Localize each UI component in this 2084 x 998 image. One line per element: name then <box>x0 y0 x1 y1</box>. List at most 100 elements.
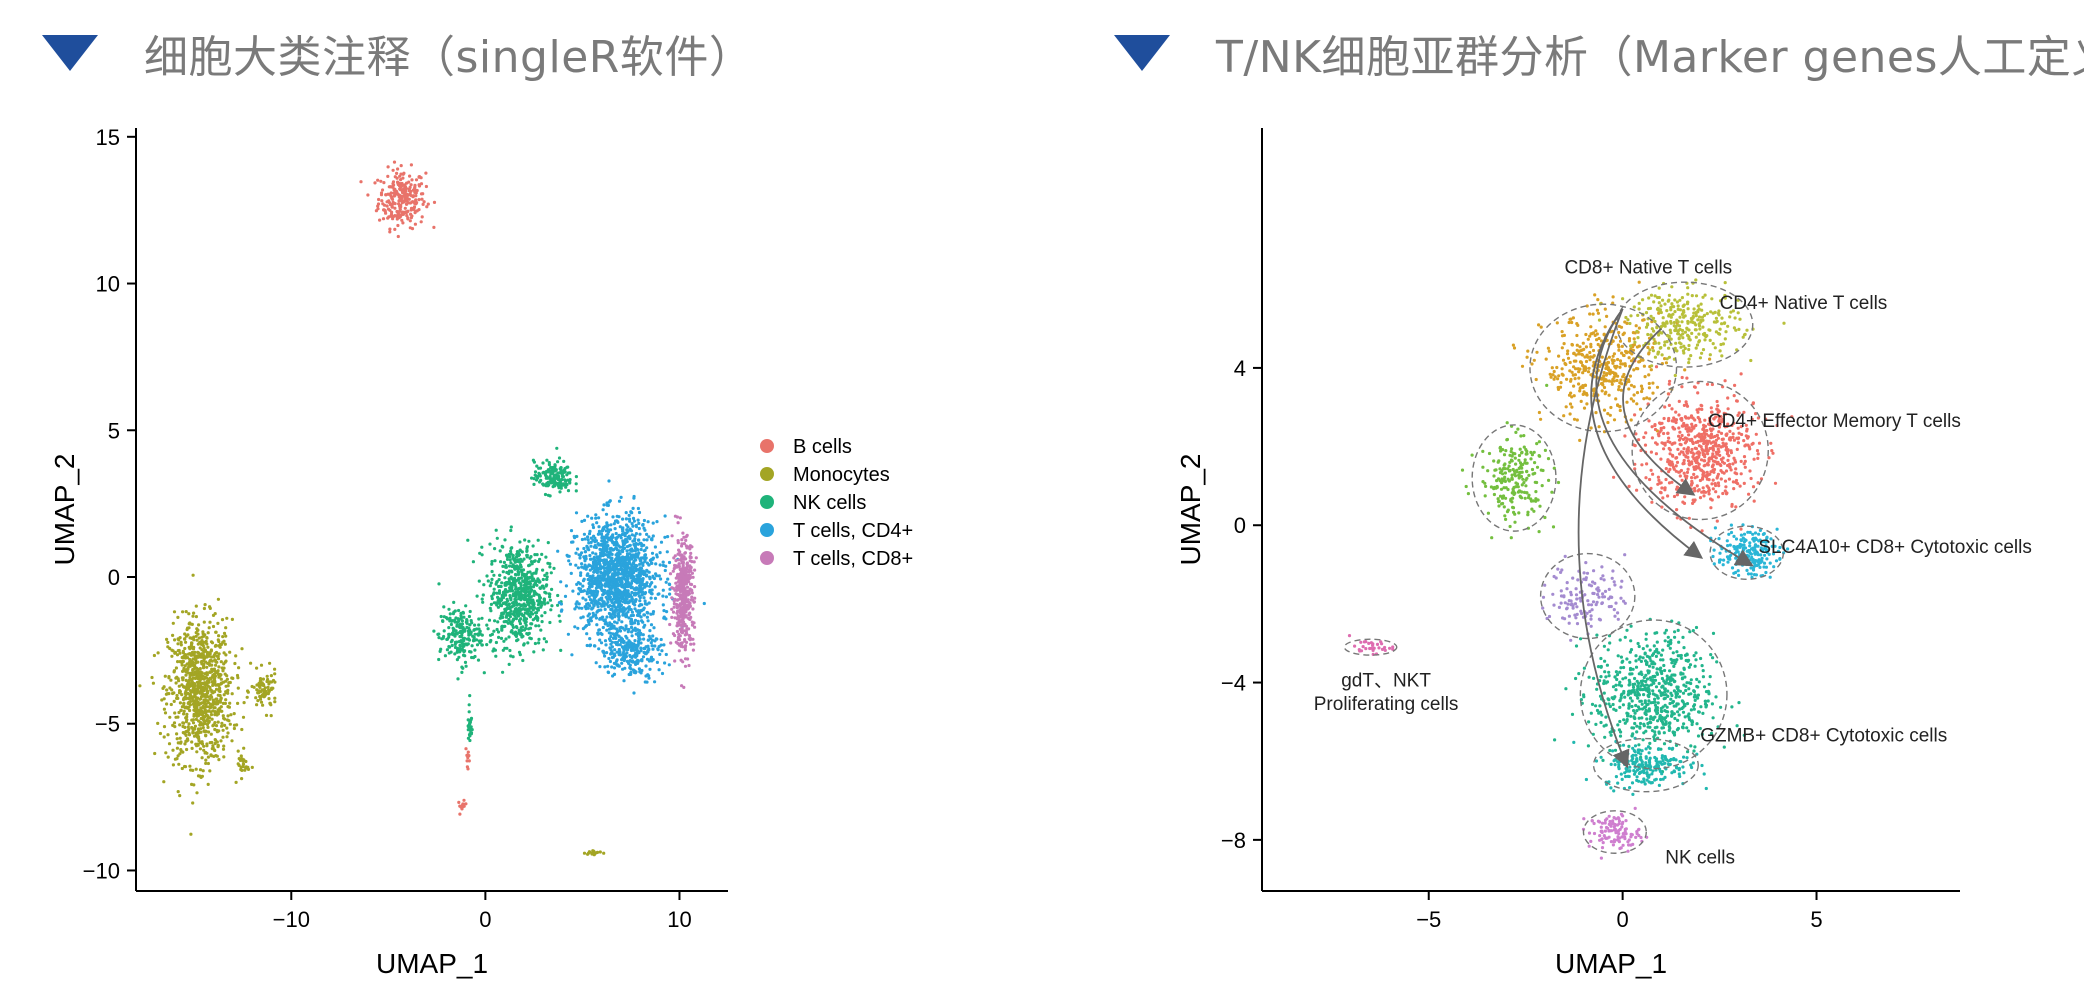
data-point <box>183 637 187 641</box>
data-point <box>190 671 194 675</box>
data-point <box>192 726 196 731</box>
data-point <box>521 579 525 583</box>
data-point <box>564 584 569 588</box>
data-point <box>588 637 592 641</box>
data-point <box>532 477 536 481</box>
data-point <box>677 623 682 627</box>
data-point <box>1615 378 1619 383</box>
data-point <box>685 561 690 565</box>
data-point <box>249 661 253 665</box>
data-point <box>463 642 467 646</box>
data-point <box>209 754 214 758</box>
data-point <box>1608 413 1612 417</box>
data-point <box>176 790 180 794</box>
data-point <box>497 578 501 582</box>
data-point <box>460 648 464 652</box>
data-point <box>619 625 623 630</box>
data-point <box>622 679 626 683</box>
data-point <box>606 670 610 674</box>
data-point <box>205 636 209 640</box>
data-point <box>580 565 584 569</box>
data-point <box>392 194 396 198</box>
data-point <box>396 167 400 171</box>
data-point <box>537 624 541 628</box>
data-point <box>520 550 524 554</box>
data-point <box>635 609 639 613</box>
data-point <box>477 617 481 621</box>
data-point <box>532 460 537 464</box>
data-point <box>1632 337 1636 341</box>
data-point <box>559 580 563 584</box>
data-point <box>511 563 515 567</box>
data-point <box>663 661 667 665</box>
data-point <box>611 597 615 601</box>
data-point <box>1597 336 1601 341</box>
data-point <box>241 765 245 769</box>
data-point <box>610 655 615 660</box>
legend-marker <box>760 523 774 537</box>
data-point <box>544 640 549 644</box>
data-point <box>399 164 403 168</box>
data-point <box>441 619 445 623</box>
data-point <box>613 527 617 531</box>
data-point <box>601 603 606 608</box>
data-point <box>1564 362 1568 367</box>
data-point <box>656 647 660 651</box>
data-point <box>528 575 532 580</box>
data-point <box>517 628 521 632</box>
data-point <box>508 648 512 653</box>
data-point <box>186 725 190 729</box>
data-point <box>460 640 464 644</box>
data-point <box>678 593 683 597</box>
data-point <box>665 610 669 614</box>
data-point <box>265 679 269 684</box>
data-point <box>193 694 197 698</box>
data-point <box>191 573 195 577</box>
data-point <box>571 540 575 544</box>
data-point <box>600 583 604 587</box>
data-point <box>629 593 633 598</box>
data-point <box>640 544 644 548</box>
data-point <box>677 643 682 647</box>
data-point <box>541 568 545 572</box>
data-point <box>216 720 220 724</box>
data-point <box>605 550 610 554</box>
data-point <box>604 559 608 563</box>
data-point <box>605 545 609 550</box>
data-point <box>437 636 441 640</box>
data-point <box>669 641 673 645</box>
data-point <box>632 575 636 579</box>
data-point <box>543 602 547 606</box>
data-point <box>577 606 581 610</box>
data-point <box>630 596 634 600</box>
data-point <box>380 199 384 203</box>
data-point <box>419 192 424 196</box>
data-point <box>201 769 205 773</box>
data-point <box>455 650 459 654</box>
data-point <box>522 557 526 561</box>
data-point <box>477 623 481 627</box>
data-point <box>501 648 505 652</box>
data-point <box>645 602 649 606</box>
data-point <box>180 663 184 667</box>
data-point <box>596 580 600 584</box>
data-point <box>594 589 598 593</box>
data-point <box>658 563 662 567</box>
data-point <box>538 586 542 590</box>
data-point <box>535 553 539 557</box>
data-point <box>397 181 402 185</box>
data-point <box>182 654 186 658</box>
data-point <box>607 611 612 616</box>
data-point <box>201 705 205 709</box>
data-point <box>1637 360 1641 364</box>
data-point <box>209 640 214 644</box>
data-point <box>1512 346 1517 350</box>
data-point <box>162 735 166 739</box>
data-point <box>1592 387 1597 391</box>
data-point <box>221 747 226 751</box>
data-point <box>1572 417 1577 421</box>
data-point <box>617 499 622 503</box>
data-point <box>647 535 651 539</box>
data-point <box>389 191 393 195</box>
data-point <box>541 471 545 475</box>
